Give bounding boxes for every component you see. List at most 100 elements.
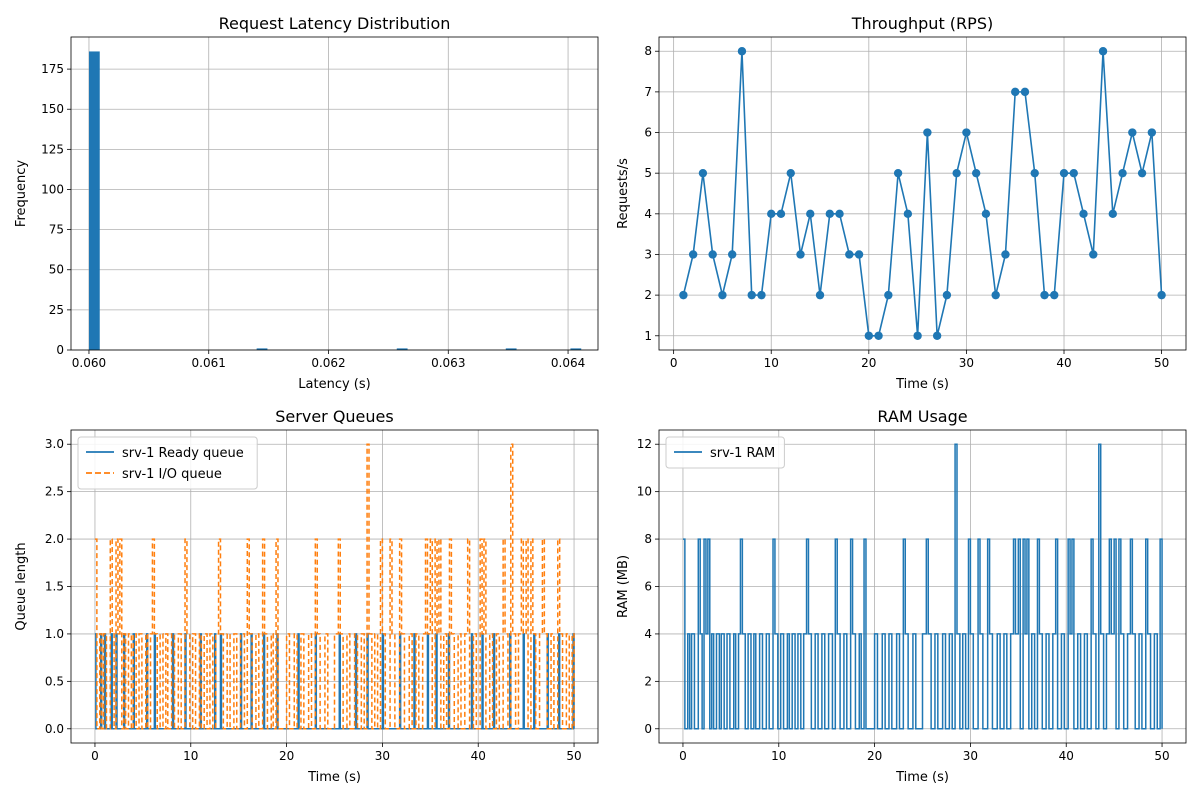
panel-2-labels: Throughput (RPS) Time (s) Requests/s [616, 14, 1187, 392]
throughput-point [776, 209, 786, 219]
y-tick-label: 4 [644, 207, 652, 221]
legend-box [665, 436, 785, 469]
panel-4-labels: RAM Usage Time (s) RAM (MB) [616, 407, 1187, 785]
y-tick-label: 125 [41, 142, 64, 156]
x-tick-label: 0 [670, 356, 678, 370]
legend-entry: srv-1 RAM [710, 446, 775, 461]
throughput-point [991, 290, 1000, 300]
x-axis-label: Time (s) [895, 377, 949, 392]
throughput-point [874, 331, 883, 340]
legend-box [77, 436, 258, 490]
y-tick-label: 1 [644, 329, 652, 343]
throughput-point [864, 331, 874, 340]
throughput-point [679, 290, 688, 300]
x-tick-label: 40 [1059, 749, 1074, 763]
y-tick-label: 6 [644, 126, 652, 140]
x-tick-label: 0 [91, 749, 99, 763]
throughput-point [854, 250, 864, 259]
y-tick-label: 175 [41, 62, 64, 76]
chart-title: Request Latency Distribution [219, 14, 451, 33]
throughput-point [1030, 168, 1039, 178]
throughput-point [1089, 250, 1098, 259]
x-axis-label: Time (s) [895, 770, 949, 785]
panel-3-legend: srv-1 Ready queue srv-1 I/O queue [77, 436, 258, 490]
throughput-point [767, 209, 776, 219]
legend-entry: srv-1 Ready queue [122, 446, 244, 461]
throughput-point [1059, 168, 1069, 178]
panel-4-legend: srv-1 RAM [665, 436, 785, 469]
plot-frame [658, 36, 1187, 351]
throughput-point [1118, 168, 1127, 178]
chart-title: Throughput (RPS) [851, 14, 993, 33]
y-tick-label: 10 [637, 485, 652, 499]
throughput-point [1001, 250, 1010, 259]
x-tick-label: 50 [1154, 356, 1169, 370]
x-tick-label: 0.063 [431, 356, 465, 370]
y-tick-label: 2.5 [45, 485, 64, 499]
throughput-point [1147, 128, 1157, 137]
y-tick-label: 8 [644, 44, 652, 58]
throughput-point [903, 209, 913, 219]
throughput-point [1157, 290, 1166, 300]
chart-title: Server Queues [275, 407, 393, 426]
throughput-point [727, 250, 737, 259]
io-queue-series-line [94, 443, 575, 730]
panel-4-marks [682, 443, 1163, 730]
y-axis-label: Frequency [14, 160, 29, 227]
x-tick-label: 50 [1154, 749, 1169, 763]
x-tick-label: 20 [861, 356, 876, 370]
throughput-point [1069, 168, 1078, 178]
x-tick-label: 40 [471, 749, 486, 763]
x-tick-label: 10 [183, 749, 198, 763]
throughput-point [688, 250, 698, 259]
throughput-point [932, 331, 942, 340]
chart-title: RAM Usage [877, 407, 967, 426]
throughput-point [786, 168, 795, 178]
x-tick-label: 50 [566, 749, 581, 763]
throughput-point [845, 250, 854, 259]
x-axis-label: Time (s) [307, 770, 361, 785]
x-tick-label: 0.064 [551, 356, 585, 370]
throughput-point [1020, 87, 1030, 97]
x-tick-label: 20 [279, 749, 294, 763]
plot-frame [70, 36, 599, 351]
plot-frame [70, 429, 599, 744]
y-tick-label: 0 [56, 343, 64, 357]
throughput-point [825, 209, 834, 219]
panel-2-marks [679, 47, 1166, 340]
throughput-point [806, 209, 815, 219]
y-tick-label: 3.0 [45, 437, 64, 451]
panel-3-labels: Server Queues Time (s) Queue length [14, 407, 599, 785]
y-tick-label: 0.5 [45, 674, 64, 688]
throughput-point [1040, 290, 1049, 300]
throughput-point [835, 209, 844, 219]
x-tick-label: 0.060 [72, 356, 106, 370]
y-tick-label: 50 [49, 263, 64, 277]
throughput-point [942, 290, 952, 300]
throughput-point [815, 290, 825, 300]
throughput-point [698, 168, 708, 178]
throughput-point [884, 290, 893, 300]
ram-series-line [682, 443, 1163, 730]
y-axis-label: Queue length [14, 542, 29, 630]
histogram-bar [505, 348, 517, 350]
throughput-line [682, 51, 1163, 337]
histogram-bar [256, 348, 268, 350]
y-tick-label: 3 [644, 247, 652, 261]
throughput-point [1128, 128, 1137, 137]
x-axis-label: Latency (s) [298, 377, 370, 392]
throughput-point [893, 168, 903, 178]
y-tick-label: 5 [644, 166, 652, 180]
throughput-point [1079, 209, 1088, 219]
throughput-point [981, 209, 991, 219]
plot-frame [658, 429, 1187, 744]
y-tick-label: 0.0 [45, 722, 64, 736]
throughput-point [1050, 290, 1059, 300]
x-tick-label: 30 [959, 356, 974, 370]
x-tick-label: 30 [375, 749, 390, 763]
throughput-point [757, 290, 766, 300]
x-tick-label: 20 [867, 749, 882, 763]
y-tick-label: 12 [637, 437, 652, 451]
panel-3-marks [94, 443, 575, 730]
histogram-bar [396, 348, 408, 350]
